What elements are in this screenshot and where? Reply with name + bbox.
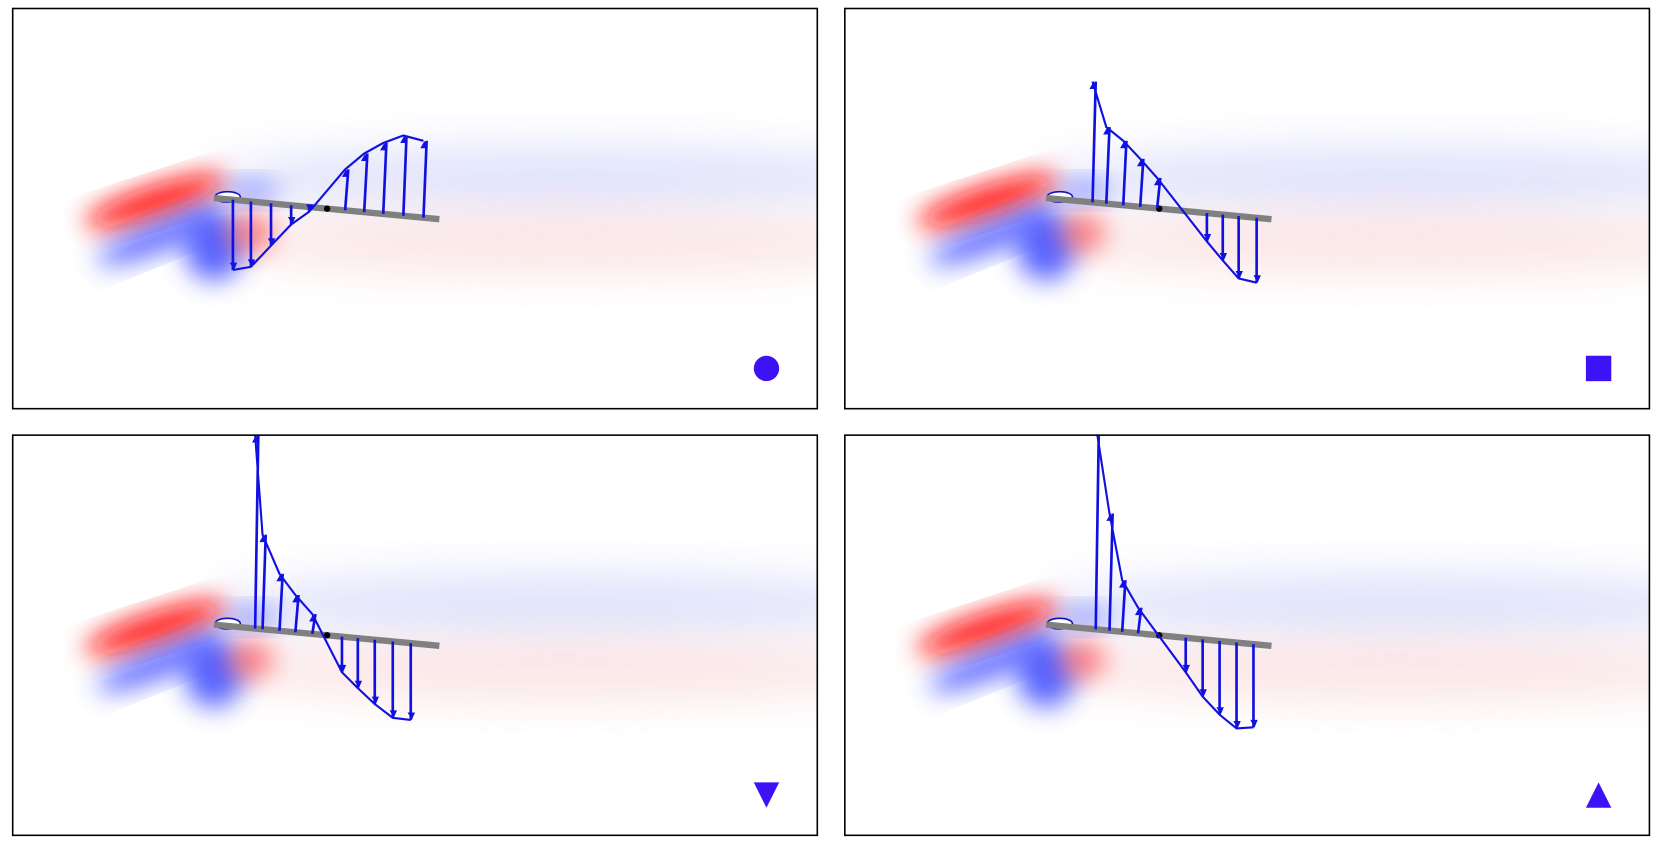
vortex-blue — [929, 207, 1058, 265]
arrow-head — [1106, 513, 1114, 521]
arrow-head — [229, 262, 238, 270]
arrow-head — [338, 664, 347, 673]
arrow-head — [400, 135, 408, 143]
pressure-envelope — [232, 134, 424, 272]
marker — [1585, 782, 1612, 808]
arrow-head — [354, 680, 363, 689]
vortex-blue — [96, 633, 225, 692]
arrow-head — [1182, 664, 1190, 673]
arrow-head — [371, 696, 380, 705]
panel-frame — [11, 434, 819, 837]
panel-content — [917, 425, 1650, 730]
vortex-red — [917, 174, 1059, 229]
wake-red — [1046, 211, 1650, 276]
panel-content — [917, 81, 1650, 284]
panel — [844, 7, 1651, 410]
arrow-head — [259, 534, 267, 543]
arrow-head — [1153, 177, 1162, 186]
arrow-head — [287, 217, 296, 225]
panel-frame — [844, 434, 1651, 837]
vortex-red — [917, 600, 1059, 655]
arrow-head — [361, 153, 369, 161]
arrow-head — [1137, 158, 1145, 167]
vortex-blue — [96, 207, 225, 265]
arrow-head — [1199, 689, 1207, 697]
pressure-arrow — [278, 573, 284, 631]
pressure-arrow — [402, 135, 408, 216]
blob-red — [1059, 640, 1107, 679]
arrow-head — [341, 169, 350, 177]
arrow-head — [1233, 720, 1241, 729]
arrow-head — [251, 435, 260, 443]
wake-blue — [1046, 572, 1650, 637]
panel — [11, 434, 819, 837]
marker — [753, 355, 780, 382]
arrow-head — [305, 204, 314, 212]
arrow-head — [1253, 275, 1261, 283]
pressure-arrow — [362, 153, 369, 213]
pressure-arrow — [1104, 127, 1111, 204]
pressure-arrow — [253, 435, 260, 629]
arrow-head — [1093, 425, 1100, 432]
pressure-arrow — [381, 142, 388, 214]
wake-blue — [1046, 146, 1650, 210]
arrow-head — [309, 614, 317, 622]
arrow-head — [1089, 81, 1097, 89]
arrow-head — [1120, 140, 1128, 149]
pressure-envelope — [1091, 81, 1257, 284]
vortex-blue — [929, 633, 1058, 692]
vortex-red — [84, 174, 227, 229]
marker — [753, 782, 780, 808]
pressure-arrow — [1120, 580, 1127, 632]
pivot — [323, 632, 331, 639]
arrow-head — [1103, 127, 1111, 135]
arrow-head — [1219, 253, 1228, 261]
wake-red — [213, 638, 818, 702]
arrow-head — [420, 140, 428, 149]
blob-red — [227, 640, 275, 679]
marker — [1585, 355, 1612, 382]
arrow-head — [267, 238, 276, 246]
arrow-head — [389, 710, 398, 718]
arrow-head — [1134, 607, 1143, 616]
panel-content — [84, 435, 818, 721]
arrow-head — [380, 142, 388, 151]
pressure-arrow — [422, 140, 428, 218]
wake-blue — [213, 572, 818, 637]
pressure-arrow — [1138, 158, 1145, 207]
panel-frame — [11, 7, 819, 410]
pressure-arrow — [1121, 140, 1128, 206]
pressure-arrow — [1094, 435, 1101, 630]
arrow-head — [247, 259, 256, 267]
pivot — [323, 205, 331, 212]
panel — [11, 7, 819, 410]
pressure-arrow — [261, 534, 268, 630]
wake-red — [1046, 638, 1650, 702]
pressure-arrow — [1108, 513, 1114, 631]
arrow-head — [276, 573, 284, 582]
blob-red — [1059, 213, 1107, 252]
pressure-envelope — [254, 435, 411, 721]
vortex-red — [84, 600, 227, 655]
panel-frame — [844, 7, 1651, 410]
arrow-head — [292, 595, 300, 603]
wake-red — [213, 211, 818, 276]
panel — [844, 425, 1651, 837]
panel-content — [84, 134, 818, 281]
arrow-head — [1119, 580, 1127, 588]
arrow-head — [407, 712, 415, 720]
arrow-head — [1216, 707, 1224, 715]
arrow-head — [1235, 271, 1243, 279]
arrow-head — [1250, 719, 1258, 728]
pressure-arrow — [1091, 81, 1098, 203]
pressure-arrow — [311, 613, 317, 635]
arrow-head — [1203, 233, 1212, 242]
